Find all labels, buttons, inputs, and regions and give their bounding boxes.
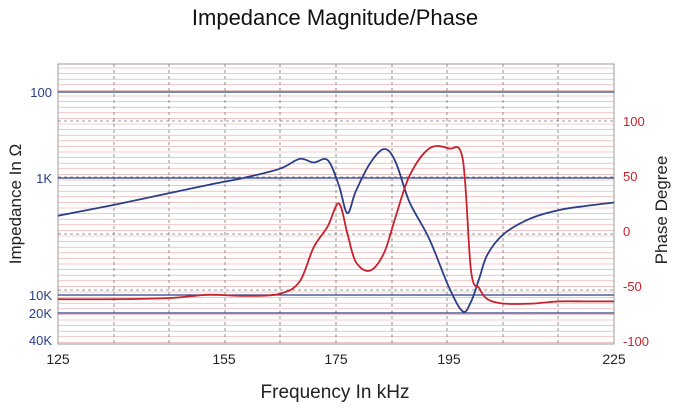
right-y-tick-label: 0: [623, 224, 630, 239]
left-y-tick-label: 10K: [29, 288, 52, 303]
right-y-tick-label: -50: [623, 279, 642, 294]
right-y-tick-label: 100: [623, 114, 645, 129]
left-y-tick-label: 1K: [36, 171, 52, 186]
left-y-tick-label: 40K: [29, 333, 52, 348]
impedance-series-line: [57, 148, 615, 313]
chart-title: Impedance Magnitude/Phase: [192, 5, 478, 30]
x-tick-label: 195: [437, 351, 461, 367]
right-y-tick-label: -100: [623, 334, 649, 349]
phase-series-line: [57, 145, 614, 305]
x-tick-label: 175: [324, 351, 348, 367]
x-tick-label: 155: [212, 351, 236, 367]
x-axis-title: Frequency In kHz: [261, 382, 410, 403]
x-tick-label: 125: [46, 351, 70, 367]
right-y-tick-label: 50: [623, 169, 637, 184]
series-layer: [57, 145, 615, 313]
right-axis-title: Phase Degree: [652, 156, 671, 265]
x-tick-label: 225: [602, 351, 626, 367]
left-y-tick-label: 100: [30, 85, 52, 100]
grid: [58, 64, 614, 344]
left-axis-title: Impedance In Ω: [6, 144, 25, 264]
left-y-tick-label: 20K: [29, 306, 52, 321]
tick-labels: 125 155 175 195 225 100 1K 10K 20K 40K 100 50 0 -50 -1…: [29, 85, 649, 367]
